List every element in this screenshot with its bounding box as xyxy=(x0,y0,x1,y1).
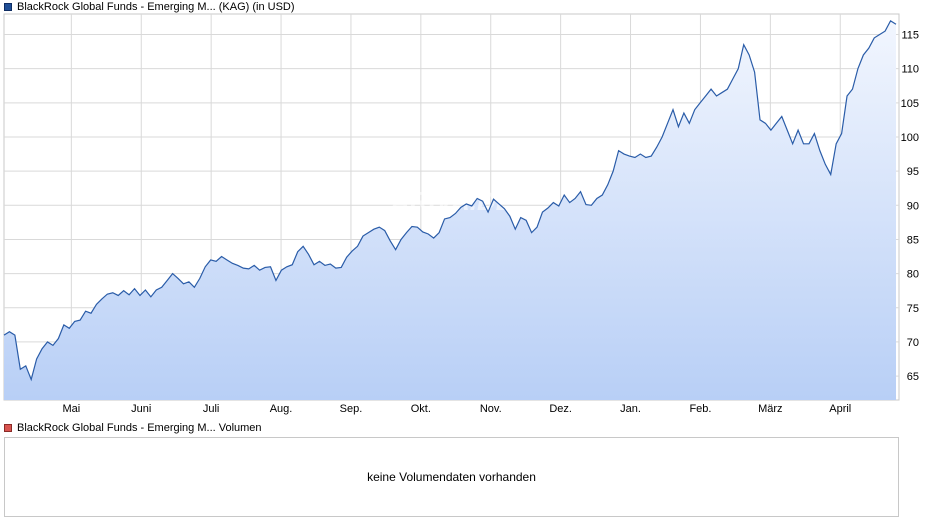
x-tick-label: Okt. xyxy=(411,403,431,415)
y-tick-label: 100 xyxy=(901,132,919,144)
y-tick-label: 70 xyxy=(907,337,919,349)
y-tick-label: 105 xyxy=(901,98,919,110)
x-tick-label: Feb. xyxy=(689,403,711,415)
price-legend: BlackRock Global Funds - Emerging M... (… xyxy=(4,0,295,14)
y-tick-label: 65 xyxy=(907,371,919,383)
no-volume-message: keine Volumendaten vorhanden xyxy=(367,470,536,484)
price-legend-label: BlackRock Global Funds - Emerging M... (… xyxy=(17,1,295,13)
y-tick-label: 90 xyxy=(907,200,919,212)
y-tick-label: 80 xyxy=(907,269,919,281)
y-tick-label: 75 xyxy=(907,303,919,315)
volume-legend-swatch xyxy=(4,424,12,432)
x-tick-label: Sep. xyxy=(340,403,363,415)
x-tick-label: Nov. xyxy=(480,403,502,415)
price-area xyxy=(4,20,896,401)
volume-legend-label: BlackRock Global Funds - Emerging M... V… xyxy=(17,422,262,434)
y-tick-label: 115 xyxy=(901,29,919,41)
x-tick-label: Aug. xyxy=(270,403,293,415)
x-tick-label: Mai xyxy=(62,403,80,415)
x-tick-label: März xyxy=(758,403,782,415)
y-tick-label: 85 xyxy=(907,234,919,246)
y-tick-label: 95 xyxy=(907,166,919,178)
volume-panel: keine Volumendaten vorhanden xyxy=(4,437,899,517)
volume-legend: BlackRock Global Funds - Emerging M... V… xyxy=(4,421,262,435)
x-axis-labels: Mai Juni Juli Aug. Sep. Okt. Nov. Dez. Jan. Feb. M… xyxy=(62,403,851,415)
y-axis-labels: 65 70 75 80 85 90 95 100 105 110 115 xyxy=(901,29,919,383)
price-legend-swatch xyxy=(4,3,12,11)
x-tick-label: Juni xyxy=(131,403,151,415)
price-line xyxy=(3,19,897,382)
x-tick-label: April xyxy=(829,403,851,415)
x-tick-label: Juli xyxy=(203,403,220,415)
x-tick-label: Jan. xyxy=(620,403,641,415)
y-tick-label: 110 xyxy=(901,64,919,76)
x-tick-label: Dez. xyxy=(549,403,572,415)
